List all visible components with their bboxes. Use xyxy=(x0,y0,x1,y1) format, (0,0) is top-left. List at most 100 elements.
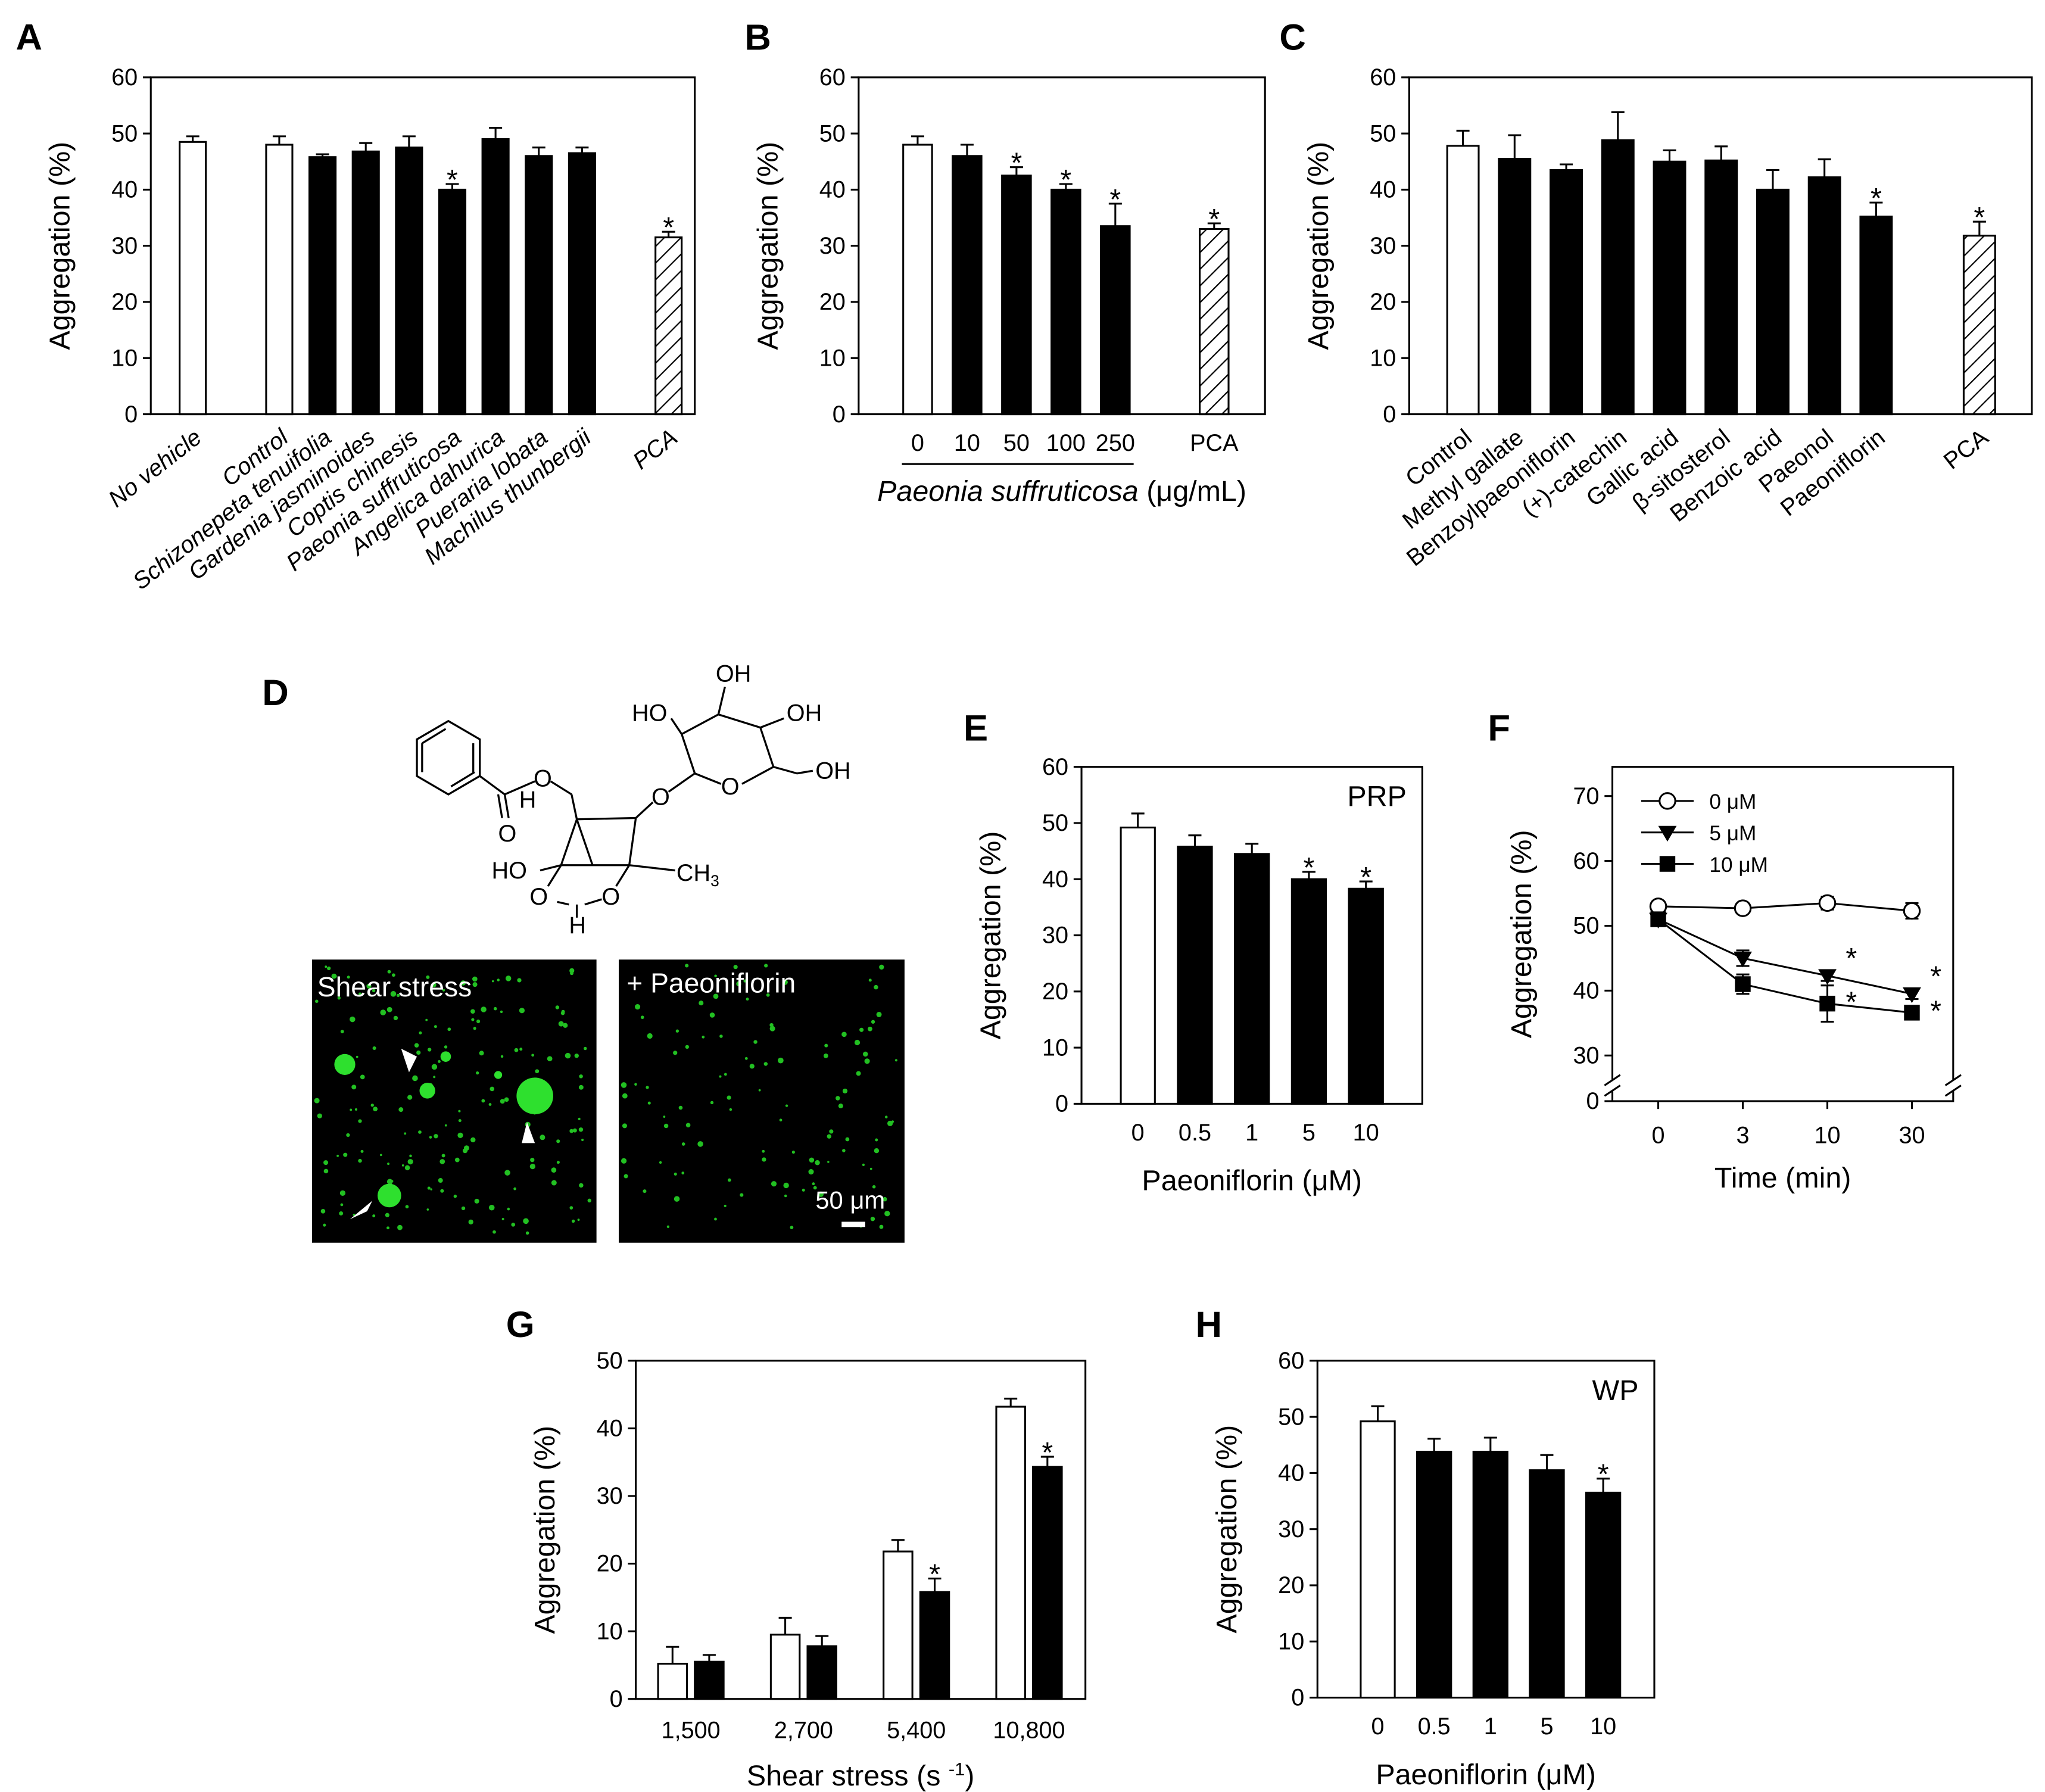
bar xyxy=(395,147,423,416)
dot xyxy=(511,1222,516,1227)
structure-labels: OH HO OH OH O H O O O HO CH3 O O H xyxy=(492,661,851,939)
atom-label: H xyxy=(569,912,586,939)
dot xyxy=(884,1211,890,1217)
significance-star: * xyxy=(1871,182,1882,214)
dot xyxy=(569,968,575,973)
dot xyxy=(673,1051,678,1055)
atom-label: CH xyxy=(677,860,710,886)
dot xyxy=(702,1035,705,1039)
series-line xyxy=(1658,902,1912,912)
y-tick-label: 60 xyxy=(111,64,138,91)
dot xyxy=(351,1084,357,1090)
dot xyxy=(578,1127,584,1132)
dot xyxy=(838,1104,843,1109)
dot xyxy=(709,1012,715,1018)
y-tick-label: 30 xyxy=(1042,923,1068,949)
dot xyxy=(551,1180,557,1186)
x-tick-label: 10,800 xyxy=(993,1718,1065,1744)
bar xyxy=(1962,235,1996,416)
dot xyxy=(547,1056,553,1062)
dot xyxy=(401,1164,404,1167)
dot xyxy=(505,976,512,981)
dot xyxy=(492,1230,496,1234)
dot xyxy=(491,980,494,983)
bar xyxy=(308,156,337,416)
dot xyxy=(841,1031,847,1037)
bar xyxy=(654,236,683,416)
bar xyxy=(1199,227,1230,416)
dot xyxy=(393,1015,398,1021)
dot xyxy=(578,1117,581,1121)
bar xyxy=(1001,174,1032,416)
scale-bar xyxy=(841,1221,865,1227)
dot xyxy=(836,1096,840,1101)
dot xyxy=(370,1104,374,1107)
bar xyxy=(1360,1420,1396,1699)
dot xyxy=(441,1154,445,1158)
dot xyxy=(513,1187,516,1190)
dot xyxy=(504,1097,509,1102)
marker xyxy=(1819,995,1835,1012)
dot xyxy=(572,1128,577,1133)
micrograph-label: + Paeoniflorin xyxy=(626,967,796,998)
dot xyxy=(386,1179,393,1185)
dot xyxy=(323,1168,329,1174)
dot xyxy=(488,1103,492,1106)
bar xyxy=(657,1663,688,1700)
bar xyxy=(919,1591,950,1700)
aggregates xyxy=(334,1051,553,1208)
dot xyxy=(501,1218,504,1220)
significance-star: * xyxy=(447,164,458,196)
bar xyxy=(1472,1451,1508,1699)
marker xyxy=(1659,792,1676,810)
dot xyxy=(438,1059,441,1063)
x-tick-label: 0 xyxy=(1371,1713,1385,1740)
dot xyxy=(578,1084,584,1090)
y-axis-label: Aggregation (%) xyxy=(529,1426,561,1634)
dot xyxy=(386,1226,389,1230)
y-tick-label: 60 xyxy=(1573,848,1599,874)
y-tick-label: 30 xyxy=(1278,1516,1304,1542)
dot xyxy=(325,965,328,968)
dot xyxy=(530,1157,535,1163)
y-tick-label: 50 xyxy=(1042,810,1068,836)
x-tick-label: 250 xyxy=(1096,430,1135,456)
y-tick-label: 10 xyxy=(1370,345,1396,371)
y-tick-label: 10 xyxy=(597,1618,623,1644)
dot xyxy=(366,983,372,989)
dot xyxy=(427,1186,431,1190)
dot xyxy=(431,982,437,987)
dot xyxy=(500,1010,503,1014)
significance-star: * xyxy=(1598,1458,1609,1491)
dot xyxy=(570,971,574,976)
dot xyxy=(470,1137,476,1143)
dot xyxy=(380,1009,386,1015)
marker xyxy=(1903,987,1921,1003)
dot xyxy=(621,1158,627,1164)
dot xyxy=(461,1206,466,1211)
dot xyxy=(419,1031,422,1034)
dot xyxy=(439,1159,445,1164)
dot xyxy=(871,1020,875,1024)
dot xyxy=(493,1006,497,1011)
y-tick-label: 20 xyxy=(111,289,138,315)
dot xyxy=(864,1058,870,1064)
marker xyxy=(1734,951,1752,968)
marker xyxy=(1904,1005,1920,1021)
y-tick-label: 20 xyxy=(1370,289,1396,315)
dot xyxy=(783,1182,789,1189)
x-tick-label: PCA xyxy=(628,424,682,475)
dot xyxy=(372,989,376,993)
bar xyxy=(1120,826,1156,1105)
significance-star: * xyxy=(1930,961,1941,993)
dot xyxy=(868,1026,872,1031)
dot xyxy=(372,1214,376,1218)
x-tick-label: 10 xyxy=(1590,1713,1616,1740)
dot xyxy=(407,1159,413,1165)
dot xyxy=(699,1001,704,1006)
dot xyxy=(891,1120,894,1123)
significance-star: * xyxy=(663,211,674,244)
dot xyxy=(785,1104,788,1107)
dot xyxy=(397,1224,403,1230)
